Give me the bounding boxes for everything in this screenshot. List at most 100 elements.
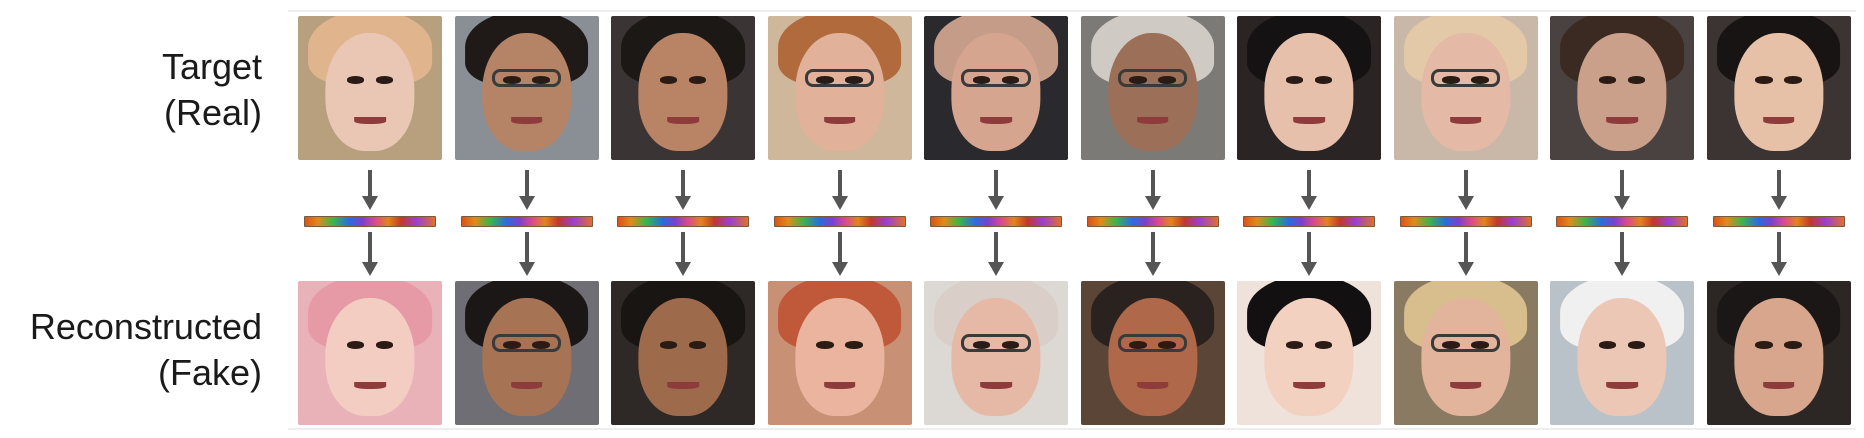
arrow-shaft (837, 170, 842, 196)
left-eye (1129, 341, 1147, 349)
face-column (1080, 0, 1225, 438)
right-eye (375, 341, 394, 349)
face (1733, 298, 1824, 417)
glasses (1117, 334, 1188, 352)
right-eye (1001, 76, 1020, 84)
reconstructed-fake-face-image (767, 281, 912, 425)
face (325, 33, 415, 152)
reconstructed-label-line1: Reconstructed (29, 306, 262, 347)
down-arrow-icon (1144, 232, 1161, 276)
right-eye (1001, 341, 1020, 349)
right-eye (688, 76, 707, 84)
glasses (1430, 334, 1501, 352)
arrow-head (362, 262, 378, 276)
latent-code-bar (617, 216, 749, 227)
mouth (354, 381, 386, 389)
target-real-face-image (924, 16, 1068, 160)
reconstructed-fake-face-image (1706, 281, 1851, 425)
left-eye (1285, 341, 1304, 349)
arrow-head (1144, 262, 1161, 276)
mouth (510, 116, 543, 124)
latent-code-bar (1399, 216, 1532, 227)
left-eye (1598, 341, 1617, 349)
right-eye (1627, 76, 1646, 84)
glasses (491, 334, 562, 352)
reconstructed-fake-face-image (454, 281, 599, 425)
arrow-shaft (1307, 232, 1311, 262)
right-eye (1784, 341, 1802, 349)
right-eye (1314, 341, 1333, 349)
right-eye (1158, 76, 1176, 84)
left-eye (1442, 341, 1460, 349)
reconstructed-fake-face-image (1237, 281, 1381, 425)
left-eye (346, 341, 365, 349)
latent-code-bar (1556, 216, 1688, 227)
face (951, 33, 1041, 152)
right-eye (532, 341, 550, 349)
arrow-shaft (1776, 232, 1781, 262)
down-arrow-icon (1614, 232, 1630, 276)
target-real-face-image (298, 16, 442, 160)
target-label-line2: (Real) (163, 92, 262, 133)
left-eye (1285, 76, 1304, 84)
face-column (1393, 0, 1538, 438)
face-column (1550, 0, 1694, 438)
mouth (1762, 116, 1795, 124)
left-eye (1755, 341, 1773, 349)
right-eye (532, 76, 550, 84)
down-arrow-icon (1301, 170, 1317, 210)
reconstructed-fake-face-image (1080, 281, 1225, 425)
right-eye (1627, 341, 1646, 349)
mouth (980, 116, 1012, 124)
face (1107, 33, 1198, 152)
arrow-head (1144, 196, 1161, 210)
face-column (767, 0, 912, 438)
target-real-face-image (611, 16, 755, 160)
arrow-shaft (1307, 170, 1311, 196)
left-eye (972, 76, 991, 84)
target-real-face-image (1550, 16, 1694, 160)
glasses (961, 334, 1031, 352)
right-eye (1784, 76, 1802, 84)
target-real-face-image (1080, 16, 1225, 160)
arrow-shaft (837, 232, 842, 262)
left-eye (816, 341, 834, 349)
down-arrow-icon (988, 232, 1004, 276)
arrow-shaft (368, 232, 372, 262)
arrow-head (675, 262, 691, 276)
arrow-head (1614, 262, 1630, 276)
target-real-face-image (454, 16, 599, 160)
mouth (823, 116, 856, 124)
left-eye (1598, 76, 1617, 84)
arrow-shaft (1150, 232, 1155, 262)
face-column (1237, 0, 1381, 438)
right-eye (1314, 76, 1333, 84)
mouth (1293, 116, 1325, 124)
face (481, 33, 572, 152)
arrow-shaft (994, 170, 998, 196)
arrow-shaft (1463, 170, 1468, 196)
arrow-shaft (368, 170, 372, 196)
face-column (1706, 0, 1851, 438)
face (638, 298, 728, 417)
target-real-face-image (1237, 16, 1381, 160)
arrow-shaft (1463, 232, 1468, 262)
down-arrow-icon (675, 232, 691, 276)
mouth (1606, 116, 1638, 124)
right-eye (845, 341, 863, 349)
arrow-shaft (681, 170, 685, 196)
face-column (611, 0, 755, 438)
face-column (298, 0, 442, 438)
latent-code-bar (1243, 216, 1375, 227)
face (1733, 33, 1824, 152)
down-arrow-icon (1457, 232, 1474, 276)
target-real-face-image (1706, 16, 1851, 160)
arrow-head (988, 262, 1004, 276)
arrow-head (831, 262, 848, 276)
glasses (1430, 69, 1501, 87)
face (1264, 33, 1354, 152)
latent-code-bar (1086, 216, 1219, 227)
target-real-face-image (767, 16, 912, 160)
mouth (354, 116, 386, 124)
glasses (961, 69, 1031, 87)
